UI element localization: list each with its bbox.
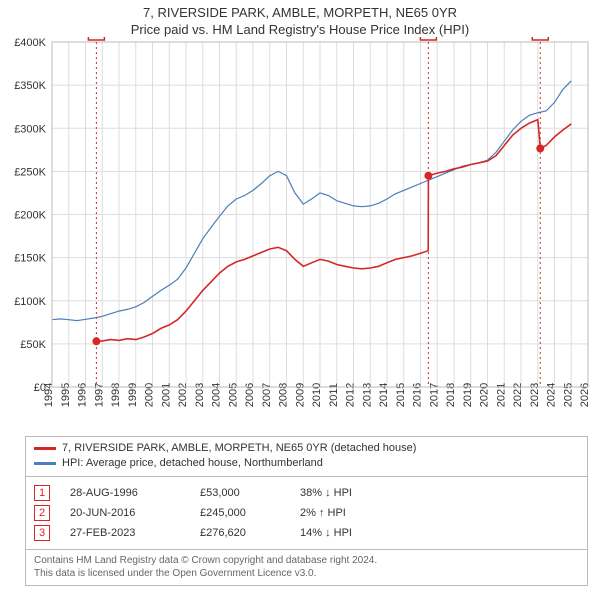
svg-text:2023: 2023: [529, 383, 541, 407]
attribution: Contains HM Land Registry data © Crown c…: [25, 550, 588, 586]
svg-text:2018: 2018: [445, 383, 457, 407]
svg-text:1: 1: [93, 37, 99, 39]
svg-text:2016: 2016: [412, 383, 424, 407]
svg-text:£350K: £350K: [14, 80, 46, 92]
svg-text:2026: 2026: [579, 383, 591, 407]
marker-date: 27-FEB-2023: [70, 523, 180, 543]
chart-container: 7, RIVERSIDE PARK, AMBLE, MORPETH, NE65 …: [0, 0, 600, 590]
svg-text:1999: 1999: [127, 383, 139, 407]
marker-table: 1 28-AUG-1996 £53,000 38% ↓ HPI 2 20-JUN…: [25, 477, 588, 550]
chart-title-address: 7, RIVERSIDE PARK, AMBLE, MORPETH, NE65 …: [0, 5, 600, 20]
svg-text:2009: 2009: [294, 383, 306, 407]
svg-text:£150K: £150K: [14, 253, 46, 265]
svg-text:£250K: £250K: [14, 166, 46, 178]
marker-diff: 14% ↓ HPI: [300, 523, 400, 543]
marker-row: 2 20-JUN-2016 £245,000 2% ↑ HPI: [34, 503, 579, 523]
svg-text:2008: 2008: [278, 383, 290, 407]
attribution-line: This data is licensed under the Open Gov…: [34, 567, 579, 580]
svg-text:2005: 2005: [227, 383, 239, 407]
svg-text:2017: 2017: [428, 383, 440, 407]
svg-text:2013: 2013: [361, 383, 373, 407]
svg-text:2004: 2004: [211, 383, 223, 407]
svg-text:3: 3: [537, 37, 543, 39]
svg-text:1995: 1995: [60, 383, 72, 407]
svg-text:1998: 1998: [110, 383, 122, 407]
svg-text:£300K: £300K: [14, 123, 46, 135]
svg-text:2019: 2019: [462, 383, 474, 407]
svg-text:2003: 2003: [194, 383, 206, 407]
legend-label: HPI: Average price, detached house, Nort…: [62, 456, 323, 471]
chart-titles: 7, RIVERSIDE PARK, AMBLE, MORPETH, NE65 …: [0, 0, 600, 37]
svg-text:1996: 1996: [77, 383, 89, 407]
svg-text:2014: 2014: [378, 383, 390, 407]
price-chart: £0£50K£100K£150K£200K£250K£300K£350K£400…: [0, 37, 600, 432]
chart-subtitle: Price paid vs. HM Land Registry's House …: [0, 22, 600, 37]
marker-diff: 38% ↓ HPI: [300, 483, 400, 503]
svg-text:2022: 2022: [512, 383, 524, 407]
svg-text:2006: 2006: [244, 383, 256, 407]
svg-text:£100K: £100K: [14, 296, 46, 308]
marker-date: 28-AUG-1996: [70, 483, 180, 503]
bottom-panel: 7, RIVERSIDE PARK, AMBLE, MORPETH, NE65 …: [25, 436, 588, 586]
marker-price: £53,000: [200, 483, 280, 503]
marker-row: 3 27-FEB-2023 £276,620 14% ↓ HPI: [34, 523, 579, 543]
legend-swatch-red: [34, 447, 56, 450]
marker-price: £276,620: [200, 523, 280, 543]
marker-diff: 2% ↑ HPI: [300, 503, 400, 523]
svg-text:2021: 2021: [495, 383, 507, 407]
svg-text:£50K: £50K: [20, 339, 46, 351]
marker-date: 20-JUN-2016: [70, 503, 180, 523]
legend-label: 7, RIVERSIDE PARK, AMBLE, MORPETH, NE65 …: [62, 441, 416, 456]
svg-text:£200K: £200K: [14, 210, 46, 222]
legend: 7, RIVERSIDE PARK, AMBLE, MORPETH, NE65 …: [25, 436, 588, 477]
legend-item: HPI: Average price, detached house, Nort…: [34, 456, 579, 471]
svg-text:2002: 2002: [177, 383, 189, 407]
svg-text:2000: 2000: [144, 383, 156, 407]
marker-badge-icon: 2: [34, 505, 50, 521]
svg-text:2010: 2010: [311, 383, 323, 407]
svg-text:2024: 2024: [546, 383, 558, 407]
svg-text:2015: 2015: [395, 383, 407, 407]
svg-text:2020: 2020: [479, 383, 491, 407]
svg-text:1997: 1997: [93, 383, 105, 407]
svg-text:2025: 2025: [562, 383, 574, 407]
marker-badge-icon: 1: [34, 485, 50, 501]
svg-text:2: 2: [425, 37, 431, 39]
svg-text:2001: 2001: [160, 383, 172, 407]
svg-text:2007: 2007: [261, 383, 273, 407]
marker-badge-icon: 3: [34, 525, 50, 541]
legend-swatch-blue: [34, 462, 56, 465]
svg-text:£400K: £400K: [14, 37, 46, 49]
attribution-line: Contains HM Land Registry data © Crown c…: [34, 554, 579, 567]
svg-text:2012: 2012: [345, 383, 357, 407]
svg-text:1994: 1994: [43, 383, 55, 407]
legend-item: 7, RIVERSIDE PARK, AMBLE, MORPETH, NE65 …: [34, 441, 579, 456]
marker-row: 1 28-AUG-1996 £53,000 38% ↓ HPI: [34, 483, 579, 503]
marker-price: £245,000: [200, 503, 280, 523]
